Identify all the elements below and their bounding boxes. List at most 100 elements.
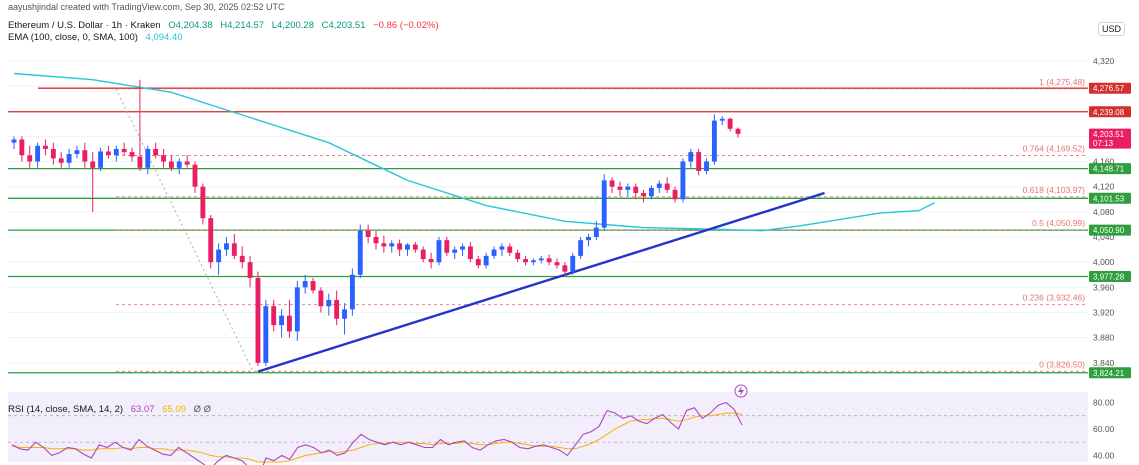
candle <box>176 158 182 175</box>
candle-body <box>428 259 434 263</box>
candle-body <box>161 155 166 162</box>
candle-body <box>263 306 269 363</box>
candle <box>680 158 686 203</box>
rsi-tick-label: 40.00 <box>1093 450 1115 460</box>
candle-body <box>641 192 647 197</box>
candle <box>334 290 340 326</box>
candle <box>161 148 166 168</box>
price-label-bg <box>1089 192 1131 204</box>
rsi-label[interactable]: RSI (14, close, SMA, 14, 2) <box>8 404 124 415</box>
candle <box>342 303 347 335</box>
price-label-bg <box>1089 82 1131 94</box>
price-label: 4,050.90 <box>1089 224 1131 236</box>
y-tick-label: 3,840 <box>1093 358 1115 368</box>
candle <box>562 262 568 277</box>
rsi-tick-label: 60.00 <box>1093 424 1115 434</box>
candle <box>74 145 80 159</box>
candle <box>735 127 741 138</box>
candle <box>444 237 450 256</box>
candle <box>349 268 355 316</box>
candle <box>420 246 426 263</box>
candle-body <box>554 262 560 266</box>
candle-body <box>467 246 473 260</box>
candle <box>145 145 151 175</box>
candle <box>452 246 458 260</box>
y-tick-label: 4,000 <box>1093 257 1115 267</box>
rsi-tick-label: 80.00 <box>1093 398 1115 408</box>
candle-body <box>35 145 41 162</box>
candle <box>98 147 104 171</box>
candle <box>467 242 473 263</box>
candle-body <box>216 249 222 263</box>
candles <box>11 79 741 366</box>
candle <box>704 158 709 175</box>
candle <box>688 148 694 168</box>
candle-body <box>538 258 544 261</box>
candle <box>633 183 639 200</box>
candle-body <box>656 183 662 188</box>
candle <box>137 79 143 171</box>
candle <box>672 186 678 203</box>
currency-label[interactable]: USD <box>1098 22 1126 36</box>
candle-body <box>617 186 623 190</box>
candle <box>491 246 497 260</box>
candle-body <box>121 148 127 153</box>
ema-label[interactable]: EMA (100, close, 0, SMA, 100) <box>8 32 138 43</box>
candle <box>200 183 206 225</box>
price-label: 4,148.71 <box>1089 163 1131 175</box>
symbol-name[interactable]: Ethereum / U.S. Dollar · 1h · Kraken <box>8 20 161 31</box>
candle-body <box>412 244 418 250</box>
candle <box>239 246 245 269</box>
candle-body <box>326 299 332 307</box>
candle-body <box>66 153 72 163</box>
price-label-text: 4,203.51 <box>1093 130 1125 139</box>
open-value: O4,204.38 <box>168 20 213 31</box>
rsi-extra: Ø Ø <box>193 404 212 415</box>
candle-body <box>436 240 442 263</box>
candle-body <box>593 227 599 238</box>
candle-body <box>735 128 741 134</box>
price-label-text: 4,101.53 <box>1093 194 1125 203</box>
candle <box>389 240 395 253</box>
candle-body <box>349 274 355 310</box>
candle <box>326 293 332 316</box>
candle <box>43 139 48 156</box>
fib-label: 0.764 (4,169.52) <box>1023 144 1086 154</box>
candle <box>365 224 371 244</box>
candle-body <box>609 180 615 187</box>
candle-body <box>704 161 709 171</box>
price-label-bg <box>1089 367 1131 379</box>
candle <box>515 249 521 263</box>
y-tick-label: 3,920 <box>1093 308 1115 318</box>
price-label-countdown: 07:13 <box>1093 139 1114 148</box>
candle <box>113 145 119 162</box>
candle-body <box>247 262 253 278</box>
candle <box>216 243 222 275</box>
ema-legend: EMA (100, close, 0, SMA, 100) 4,094.40 <box>8 32 188 43</box>
candle <box>208 215 214 269</box>
fib-label: 1 (4,275.48) <box>1039 77 1085 87</box>
candle-body <box>279 315 285 326</box>
fib-label: 0.5 (4,050.99) <box>1032 218 1085 228</box>
candle <box>11 136 17 149</box>
candle <box>231 233 237 260</box>
chart-credit: aayushjindal created with TradingView.co… <box>8 2 285 12</box>
candle <box>578 237 584 260</box>
price-label: 4,239.08 <box>1089 106 1131 118</box>
rsi-pane: 40.00 60.00 80.00 <box>8 398 1115 465</box>
candle-body <box>515 252 521 260</box>
candle-body <box>696 152 702 171</box>
price-label: 3,977.28 <box>1089 270 1131 282</box>
candle-body <box>19 139 25 156</box>
candle-body <box>405 244 410 250</box>
lightning-icon[interactable] <box>734 384 748 398</box>
trendline[interactable] <box>257 191 825 373</box>
candle-body <box>460 246 466 250</box>
candle <box>66 148 72 168</box>
candle <box>263 299 269 366</box>
candle <box>105 145 111 159</box>
candle <box>405 243 410 256</box>
rsi-legend: RSI (14, close, SMA, 14, 2) 63.07 65.09 … <box>8 404 216 415</box>
candle-body <box>224 243 229 250</box>
